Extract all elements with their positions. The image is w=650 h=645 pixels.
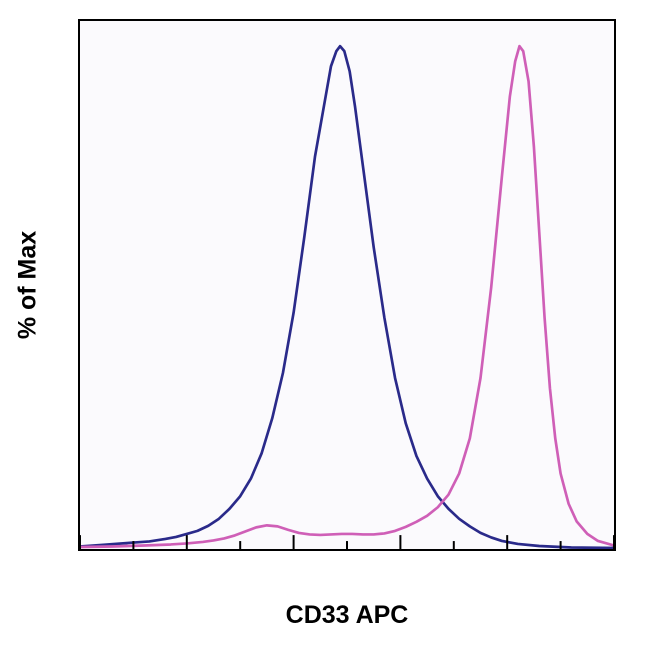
series-control: [80, 46, 614, 548]
y-axis-label: % of Max: [14, 231, 43, 339]
x-axis-label: CD33 APC: [286, 601, 409, 630]
series-cd33-apc: [80, 46, 614, 547]
plot-area: [78, 19, 616, 551]
ticks-group: [80, 535, 614, 549]
chart-svg: [80, 21, 614, 549]
curves-group: [80, 46, 614, 548]
page: % of Max CD33 APC: [0, 0, 650, 645]
